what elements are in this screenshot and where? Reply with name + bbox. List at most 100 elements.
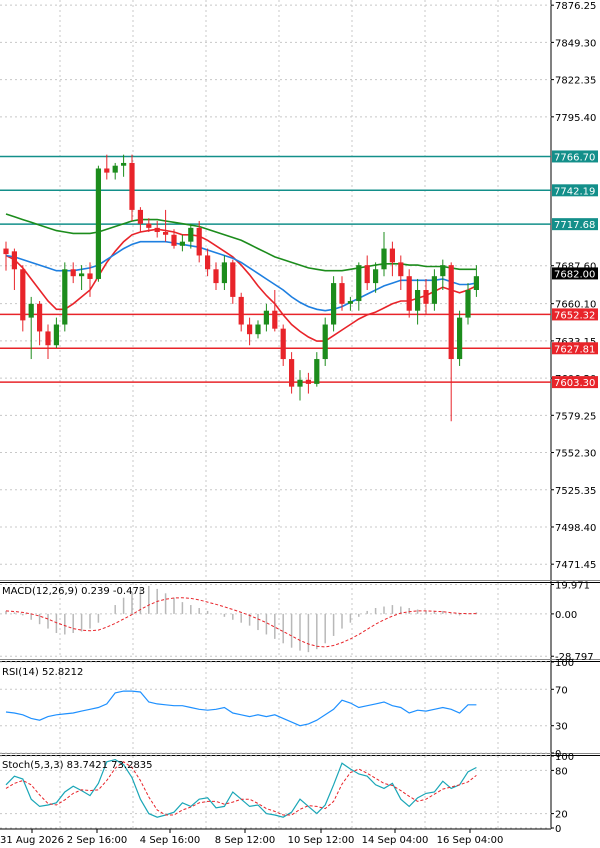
time-tick-label: 4 Sep 16:00 [140, 835, 200, 846]
time-tick-label: 10 Sep 12:00 [288, 835, 355, 846]
candle-body [179, 241, 185, 246]
panel-tick-label: 70 [555, 685, 568, 696]
candle-body [473, 276, 479, 290]
macd-signal-polyline [5, 597, 477, 648]
candle-body [37, 303, 43, 332]
candle-body [53, 324, 59, 346]
candle-body [272, 310, 278, 329]
candle-body [314, 359, 320, 384]
price-tick-label: 7822.35 [555, 76, 596, 87]
panel-tick-label: 19.971 [555, 581, 590, 592]
level-tag-label: 7627.81 [554, 344, 595, 355]
stoch-axis: 100 80 20 0 [551, 752, 574, 835]
level-tag-bg [552, 184, 598, 197]
candle-body [196, 227, 202, 256]
price-tick-label: 7525.35 [555, 486, 596, 497]
panel-tick-label: 0 [555, 824, 561, 835]
candle-body [3, 248, 9, 255]
candle-body [45, 331, 51, 346]
stoch-label: Stoch(5,3,3) 83.7421 73.2835 [2, 760, 153, 771]
candle-body [163, 232, 169, 235]
time-tick-label: 16 Sep 04:00 [437, 835, 504, 846]
candle-body [146, 223, 152, 228]
rsi-axis: 100 70 30 0 [551, 658, 574, 760]
candle-body [137, 209, 143, 224]
level-tag-label: 7766.70 [554, 152, 595, 163]
level-tag-label: 7603.30 [554, 378, 595, 389]
stoch-lines [5, 758, 477, 818]
level-tag-bg [552, 218, 598, 231]
candle-body [373, 269, 379, 284]
candle-body [238, 296, 244, 325]
rsi-line [5, 690, 477, 727]
candle-body [171, 234, 177, 246]
price-tick-label: 7795.40 [555, 113, 596, 124]
candle-body [11, 251, 17, 270]
candle-body [289, 359, 295, 387]
current-price-tag-bg [552, 267, 598, 280]
candle-body [104, 168, 110, 173]
candle-body [389, 248, 395, 263]
price-tick-label: 7687.60 [555, 262, 596, 273]
price-tick-label: 7876.25 [555, 1, 596, 12]
panel-tick-label: 20 [555, 810, 568, 821]
candle-body [347, 301, 353, 304]
macd-histogram [5, 585, 478, 653]
rsi-polyline [5, 690, 477, 727]
price-tick-label: 7849.30 [555, 38, 596, 49]
panel-tick-label: -28.797 [555, 652, 594, 663]
panel-tick-label: 0 [555, 749, 561, 760]
candle-body [188, 227, 194, 242]
level-tag-bg [552, 376, 598, 389]
candle-body [465, 290, 471, 318]
candle-body [322, 324, 328, 360]
candle-body [280, 328, 286, 360]
rsi-grid [0, 661, 551, 754]
candle-body [457, 317, 463, 360]
candle-body [79, 273, 85, 277]
candle-body [230, 262, 236, 297]
time-tick-label: 8 Sep 12:00 [215, 835, 275, 846]
candlestick-series [3, 154, 479, 422]
candle-body [406, 276, 412, 311]
candle-body [221, 262, 227, 284]
level-price-tags: 7766.70 7742.19 7717.68 7652.32 7627.81 7603.… [552, 150, 598, 389]
candle-body [95, 168, 101, 279]
level-tag-bg [552, 342, 598, 355]
panel-tick-label: 100 [555, 752, 574, 763]
current-price-tag: 7682.00 [552, 267, 598, 280]
candle-body [62, 269, 68, 325]
candle-body [205, 255, 211, 270]
candle-body [213, 269, 219, 284]
candle-body [121, 162, 127, 166]
candle-body [70, 269, 76, 277]
candle-body [339, 283, 345, 304]
level-tag-label: 7717.68 [554, 220, 595, 231]
panel-tick-label: 100 [555, 658, 574, 669]
candle-body [112, 165, 118, 173]
macd-signal-line [5, 597, 477, 648]
candle-body [423, 290, 429, 304]
moving-average-line [5, 213, 477, 272]
candle-body [28, 303, 34, 318]
candle-body [87, 273, 93, 279]
candle-body [297, 379, 303, 387]
candle-body [305, 379, 311, 384]
chart-frame [0, 0, 600, 830]
candle-body [381, 248, 387, 270]
candle-body [364, 265, 370, 284]
moving-average-line [5, 228, 477, 342]
candle-body [431, 276, 437, 304]
price-tick-label: 7552.30 [555, 449, 596, 460]
candle-body [255, 324, 261, 335]
level-tag-bg [552, 150, 598, 163]
time-tick-label: 31 Aug 2026 [0, 835, 64, 846]
macd-axis: 19.971 0.00 -28.797 [551, 581, 594, 663]
level-tag-label: 7652.32 [554, 310, 595, 321]
level-tag-label: 7742.19 [554, 186, 595, 197]
rsi-label: RSI(14) 52.8212 [2, 667, 83, 678]
moving-average-lines [5, 213, 477, 342]
price-axis: 7876.25 7849.30 7822.35 7795.40 7687.60 7660.… [551, 1, 596, 571]
candle-body [331, 283, 337, 325]
